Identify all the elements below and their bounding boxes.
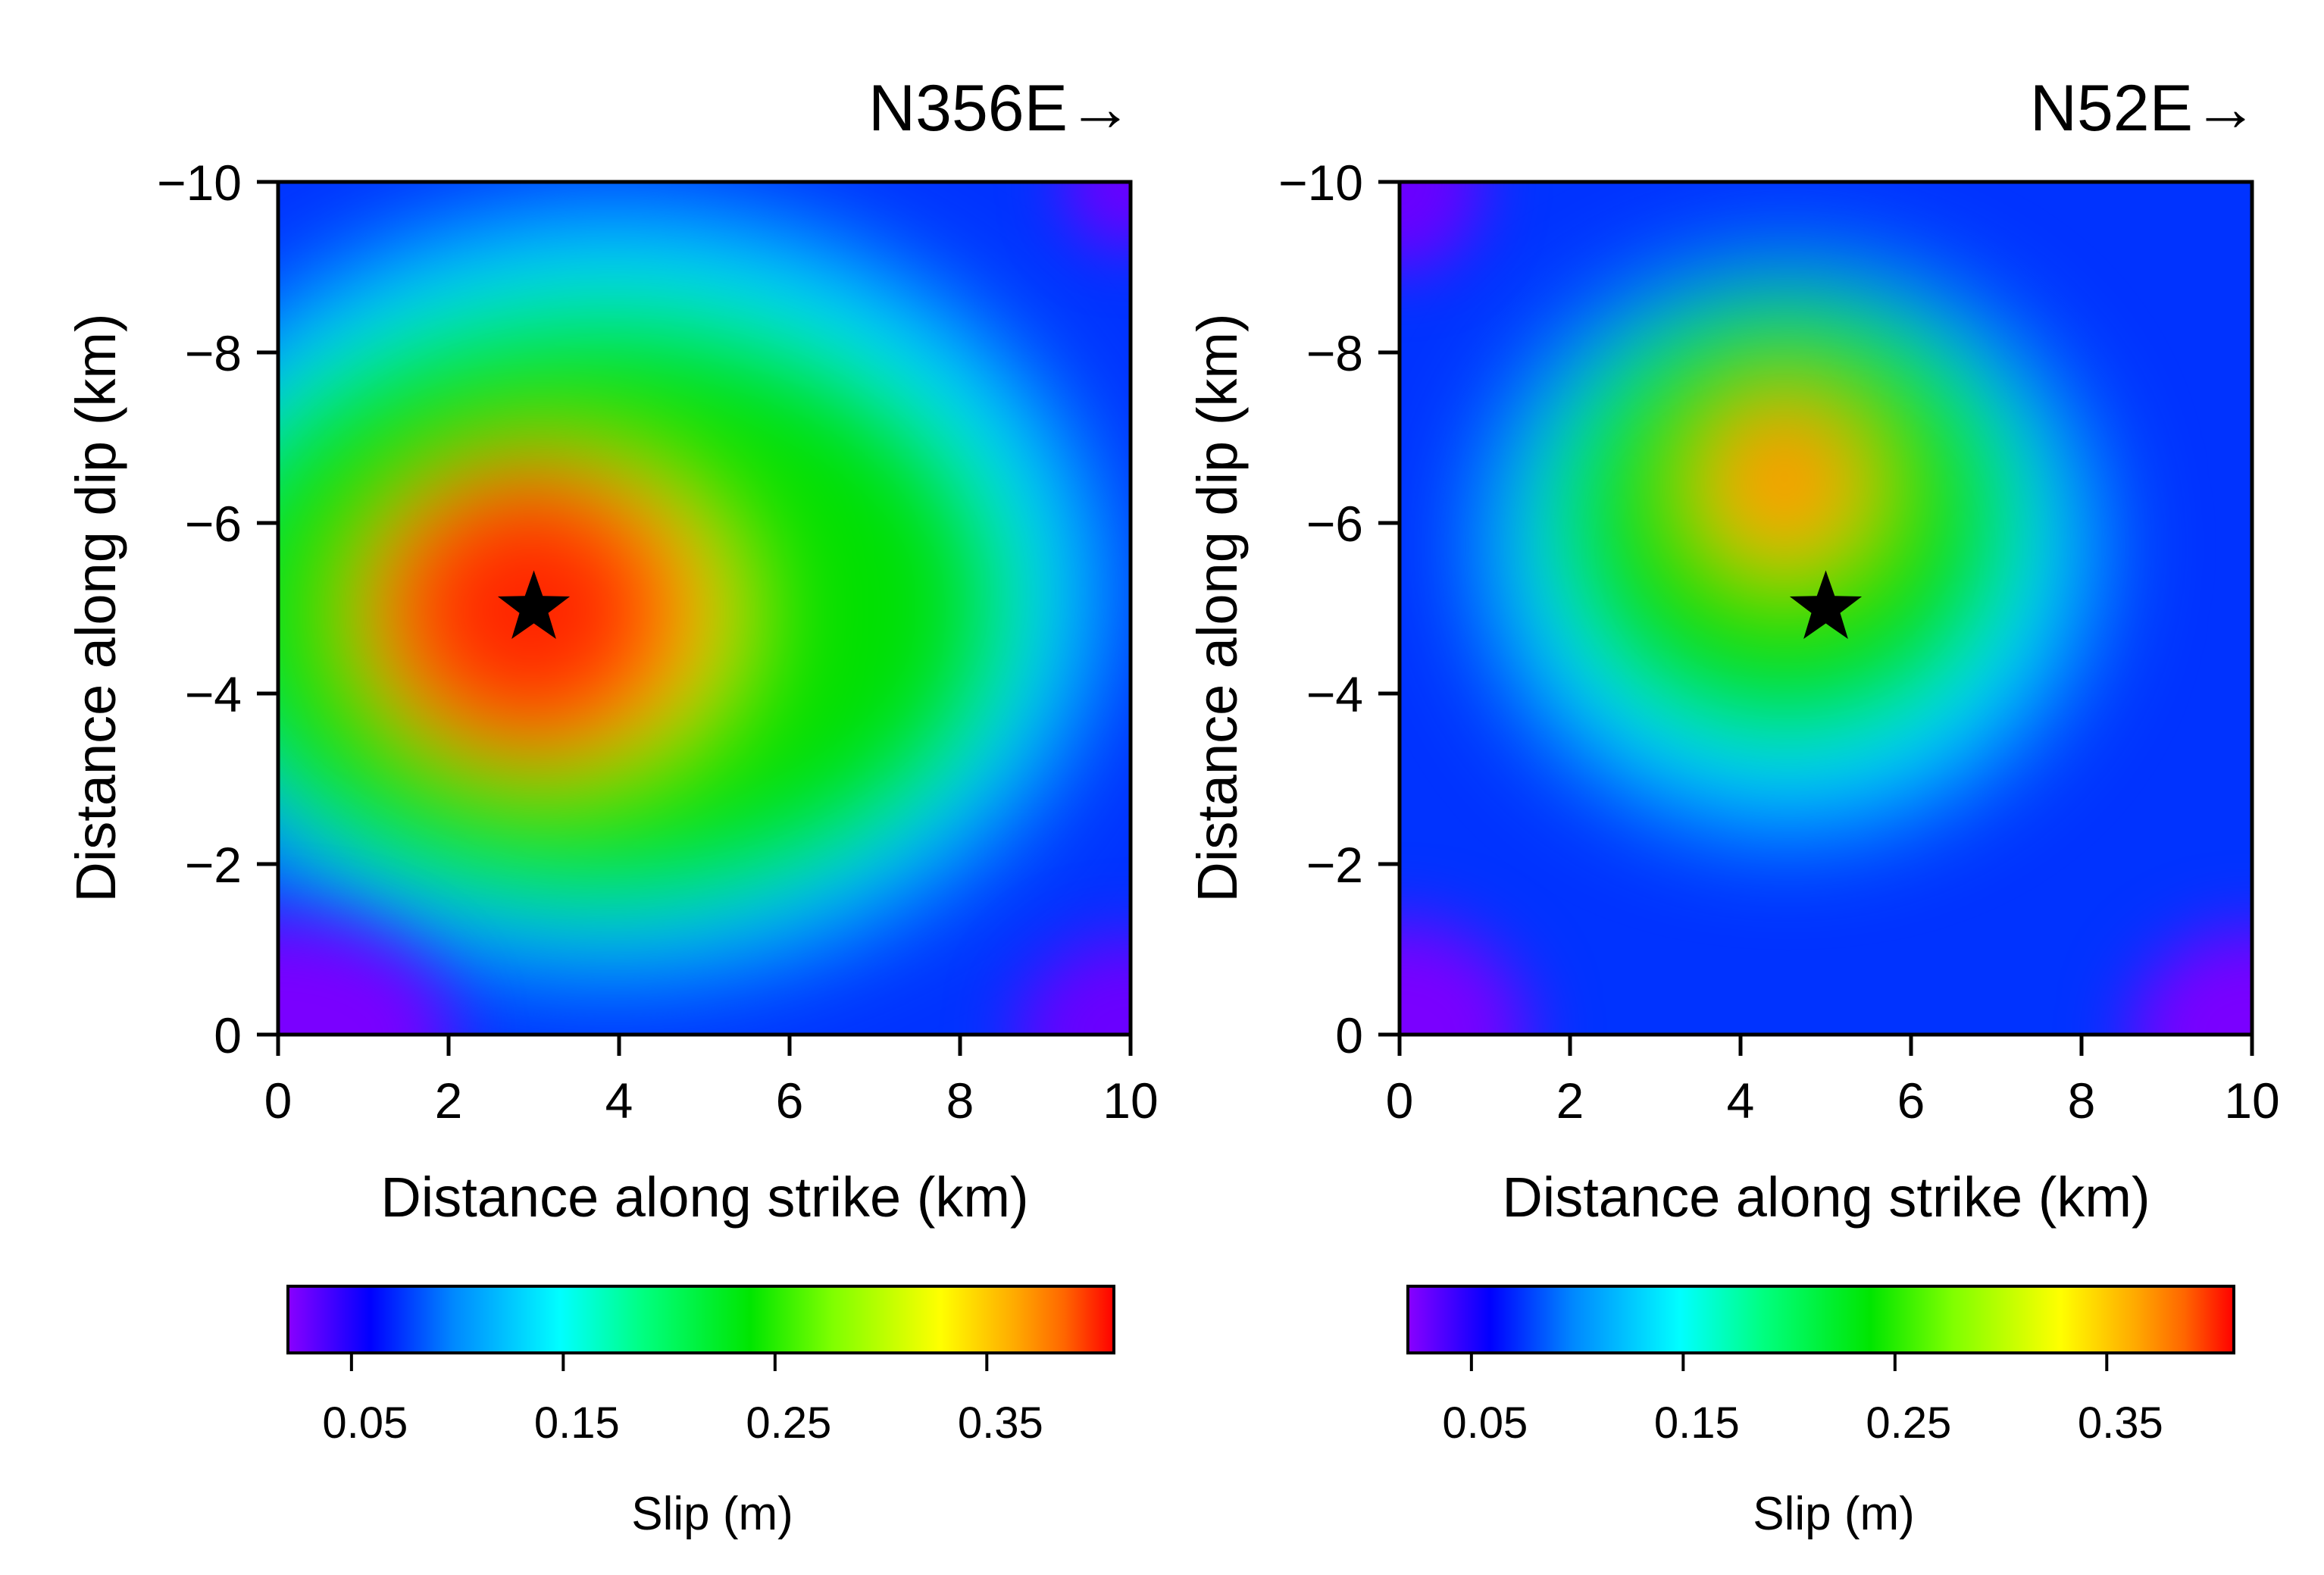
right-x-tick-label: 2 — [1556, 1072, 1584, 1129]
left-colorbar-tick-label: 0.35 — [958, 1398, 1043, 1448]
left-corner-purple-top-right — [1062, 182, 1131, 250]
left-x-tick-label: 8 — [946, 1072, 974, 1129]
right-y-tick-label: 0 — [1335, 1007, 1363, 1063]
left-hypocenter-star — [497, 570, 571, 639]
left-panel-title: N356E→ — [868, 72, 1133, 145]
left-colorbar-label: Slip (m) — [631, 1488, 793, 1540]
right-colorbar-tick-label: 0.05 — [1442, 1398, 1528, 1448]
right-panel-title: N52E→ — [2030, 72, 2258, 145]
right-colorbar-label: Slip (m) — [1753, 1488, 1915, 1540]
left-x-tick-label: 2 — [435, 1072, 463, 1129]
left-corner-purple-bottom-right — [1017, 936, 1131, 1035]
right-colorbar-tick-label: 0.15 — [1654, 1398, 1740, 1448]
right-axes: 0 2 4 6 8 10 0 −2 −4 −6 −8 −10 — [1278, 155, 2280, 1129]
left-colorbar-ticks: 0.05 0.15 0.25 0.35 — [322, 1353, 1043, 1448]
right-hypocenter-star — [1789, 570, 1863, 639]
left-axes: 0 2 4 6 8 10 0 −2 −4 −6 −8 −10 — [157, 155, 1159, 1129]
right-heatmap — [1400, 182, 2252, 1035]
left-colorbar — [286, 1285, 1115, 1354]
right-corner-purple-bottom-right — [2131, 928, 2252, 1035]
right-x-tick-label: 6 — [1897, 1072, 1925, 1129]
right-y-tick-label: −4 — [1306, 666, 1363, 722]
left-y-tick-label: 0 — [214, 1007, 242, 1063]
right-y-axis-label: Distance along dip (km) — [1186, 313, 1249, 902]
left-heatmap — [278, 182, 1131, 1035]
right-plot-frame — [1397, 180, 2254, 1037]
left-x-tick-label: 10 — [1103, 1072, 1158, 1129]
left-x-tick-label: 4 — [605, 1072, 633, 1129]
left-corner-purple-bottom-left — [278, 921, 452, 1035]
left-y-tick-label: −8 — [185, 325, 242, 381]
right-colorbar-tick-label: 0.35 — [2078, 1398, 2163, 1448]
right-x-tick-label: 8 — [2068, 1072, 2096, 1129]
left-y-tick-label: −10 — [157, 155, 242, 211]
right-y-tick-label: −6 — [1306, 496, 1363, 552]
left-y-tick-label: −6 — [185, 496, 242, 552]
left-x-tick-label: 6 — [776, 1072, 804, 1129]
left-colorbar-tick-label: 0.05 — [322, 1398, 408, 1448]
right-corner-purple-bottom-left — [1400, 921, 1528, 1035]
left-y-tick-label: −2 — [185, 837, 242, 893]
right-x-tick-label: 4 — [1727, 1072, 1755, 1129]
right-corner-purple-top-left — [1400, 182, 1483, 273]
right-y-tick-label: −8 — [1306, 325, 1363, 381]
right-colorbar-ticks: 0.05 0.15 0.25 0.35 — [1442, 1353, 2163, 1448]
left-colorbar-tick-label: 0.15 — [534, 1398, 620, 1448]
right-slip-band-orange — [1720, 405, 1849, 550]
right-x-axis-label: Distance along strike (km) — [1502, 1166, 2150, 1229]
left-plot-frame — [276, 180, 1133, 1037]
right-colorbar — [1406, 1285, 2235, 1354]
right-panel: N52E→ 0 2 4 6 8 10 0 −2 −4 −6 −8 −10 Distance along… — [1186, 72, 2280, 1540]
left-x-tick-label: 0 — [264, 1072, 292, 1129]
right-x-tick-label: 10 — [2224, 1072, 2279, 1129]
right-x-tick-label: 0 — [1386, 1072, 1414, 1129]
right-colorbar-tick-label: 0.25 — [1866, 1398, 1951, 1448]
left-colorbar-tick-label: 0.25 — [746, 1398, 831, 1448]
right-y-tick-label: −10 — [1278, 155, 1363, 211]
left-panel: N356E→ 0 2 4 6 8 10 0 −2 −4 −6 −8 −10 Distance alon… — [64, 72, 1159, 1540]
left-y-tick-label: −4 — [185, 666, 242, 722]
left-y-axis-label: Distance along dip (km) — [64, 313, 127, 902]
left-x-axis-label: Distance along strike (km) — [380, 1166, 1028, 1229]
right-y-tick-label: −2 — [1306, 837, 1363, 893]
